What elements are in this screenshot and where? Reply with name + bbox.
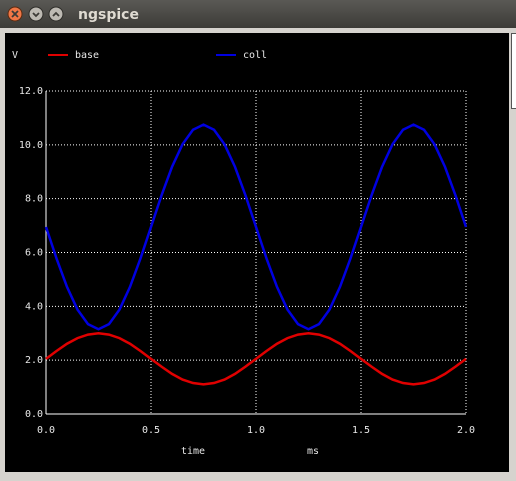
legend-label: base bbox=[75, 50, 99, 61]
x-tick-label: 1.5 bbox=[352, 425, 370, 436]
x-tick-label: 1.0 bbox=[247, 425, 265, 436]
x-axis-unit: ms bbox=[307, 446, 319, 457]
window-title: ngspice bbox=[78, 7, 139, 23]
y-tick-label: 6.0 bbox=[25, 248, 43, 259]
close-button[interactable] bbox=[8, 7, 22, 21]
x-tick-label: 0.5 bbox=[142, 425, 160, 436]
y-tick-label: 2.0 bbox=[25, 355, 43, 366]
y-tick-label: 12.0 bbox=[19, 86, 43, 97]
y-tick-label: 0.0 bbox=[25, 409, 43, 420]
legend-label: coll bbox=[243, 50, 267, 61]
y-axis-label: V bbox=[12, 50, 18, 61]
y-tick-label: 8.0 bbox=[25, 194, 43, 205]
maximize-button[interactable] bbox=[49, 7, 63, 21]
y-tick-label: 10.0 bbox=[19, 140, 43, 151]
x-tick-label: 2.0 bbox=[457, 425, 475, 436]
minimize-button[interactable] bbox=[29, 7, 43, 21]
x-tick-label: 0.0 bbox=[37, 425, 55, 436]
y-tick-label: 4.0 bbox=[25, 301, 43, 312]
side-panel bbox=[512, 34, 516, 109]
x-axis-label: time bbox=[181, 446, 205, 457]
